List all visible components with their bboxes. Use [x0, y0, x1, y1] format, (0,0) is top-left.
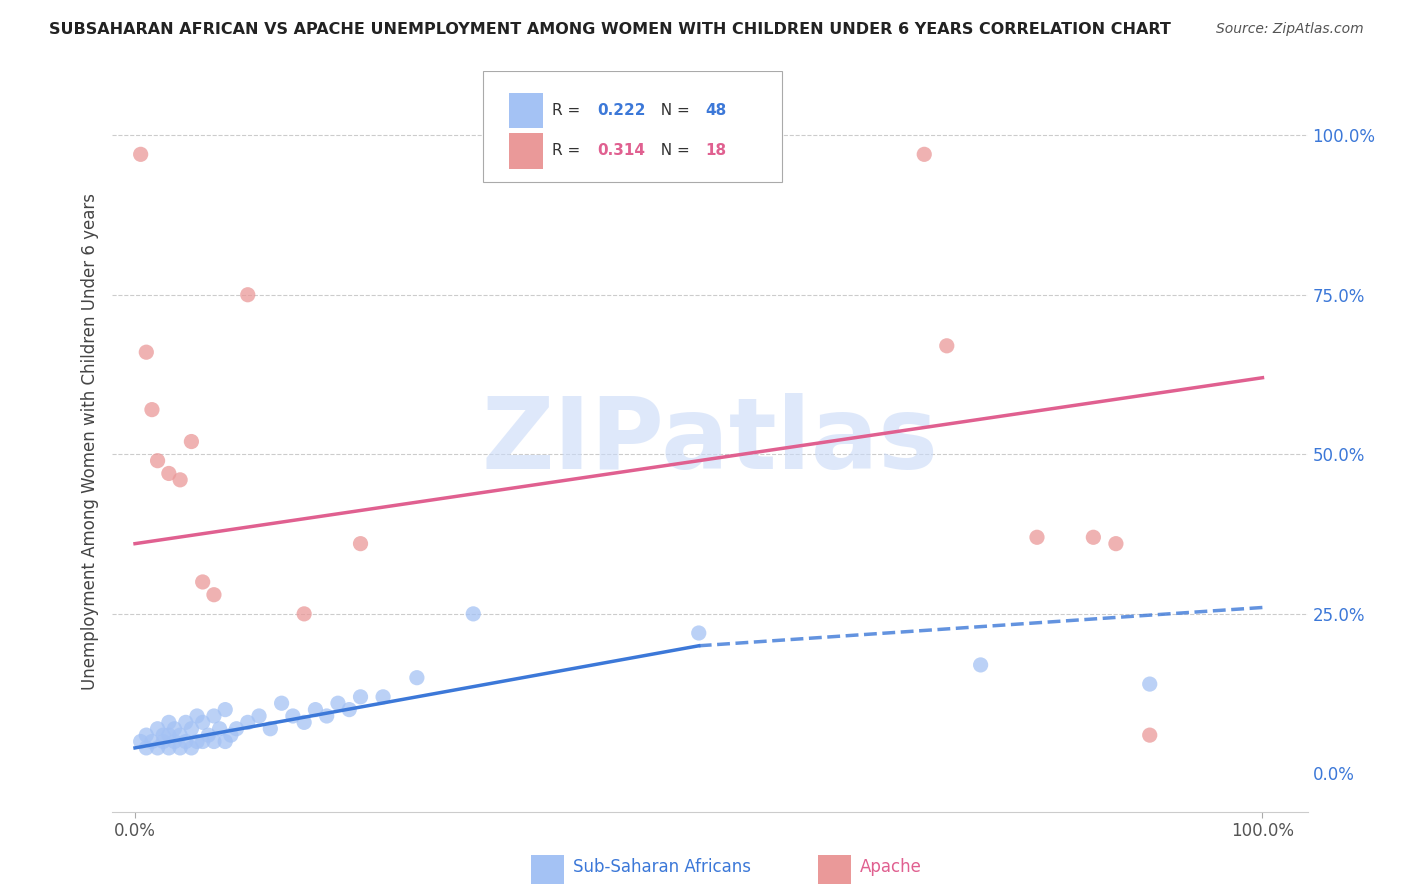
Point [214, 703, 236, 717]
Point [174, 734, 197, 748]
Point [337, 703, 360, 717]
Point [152, 734, 174, 748]
Text: Source: ZipAtlas.com: Source: ZipAtlas.com [1216, 22, 1364, 37]
Text: 18: 18 [706, 144, 727, 159]
Point [129, 734, 152, 748]
Point [1026, 530, 1049, 544]
Point [1083, 530, 1105, 544]
Point [202, 588, 225, 602]
Point [191, 734, 214, 748]
Point [208, 722, 231, 736]
Bar [531, 855, 564, 884]
Point [141, 402, 163, 417]
Point [225, 722, 247, 736]
Point [169, 728, 191, 742]
Text: N =: N = [651, 144, 695, 159]
Point [191, 715, 214, 730]
Point [349, 536, 371, 550]
Text: N =: N = [651, 103, 695, 118]
Point [214, 734, 236, 748]
Point [292, 607, 315, 621]
Y-axis label: Unemployment Among Women with Children Under 6 years: Unemployment Among Women with Children U… [80, 193, 98, 690]
Point [169, 473, 191, 487]
Point [146, 722, 169, 736]
Point [304, 703, 326, 717]
Point [186, 709, 208, 723]
Point [202, 709, 225, 723]
Point [169, 740, 191, 755]
Point [281, 709, 304, 723]
Point [371, 690, 394, 704]
Bar [818, 855, 851, 884]
Point [141, 734, 163, 748]
Point [135, 740, 157, 755]
Text: Sub-Saharan Africans: Sub-Saharan Africans [572, 858, 751, 876]
Text: 0.222: 0.222 [598, 103, 647, 118]
Text: R =: R = [553, 144, 585, 159]
Point [688, 626, 710, 640]
Point [1139, 677, 1161, 691]
Point [935, 339, 957, 353]
Point [191, 574, 214, 589]
Point [912, 147, 935, 161]
Point [197, 728, 219, 742]
Point [969, 657, 991, 672]
Point [1139, 728, 1161, 742]
Text: Apache: Apache [859, 858, 921, 876]
Point [157, 740, 180, 755]
Point [157, 728, 180, 742]
Bar [509, 133, 543, 169]
Point [247, 709, 270, 723]
Point [163, 722, 186, 736]
Point [157, 715, 180, 730]
Point [270, 696, 292, 710]
Point [292, 715, 315, 730]
Point [135, 728, 157, 742]
Point [406, 671, 429, 685]
Point [129, 147, 152, 161]
Point [146, 453, 169, 467]
Point [202, 734, 225, 748]
Point [315, 709, 337, 723]
Point [259, 722, 281, 736]
Point [152, 728, 174, 742]
FancyBboxPatch shape [484, 71, 782, 183]
Point [135, 345, 157, 359]
Point [163, 734, 186, 748]
Point [186, 734, 208, 748]
Point [1105, 536, 1128, 550]
Bar [509, 93, 543, 128]
Point [326, 696, 349, 710]
Text: R =: R = [553, 103, 585, 118]
Point [146, 740, 169, 755]
Point [349, 690, 371, 704]
Point [174, 715, 197, 730]
Point [236, 715, 259, 730]
Text: 0.314: 0.314 [598, 144, 645, 159]
Point [180, 740, 202, 755]
Text: SUBSAHARAN AFRICAN VS APACHE UNEMPLOYMENT AMONG WOMEN WITH CHILDREN UNDER 6 YEAR: SUBSAHARAN AFRICAN VS APACHE UNEMPLOYMEN… [49, 22, 1171, 37]
Point [180, 434, 202, 449]
Point [236, 287, 259, 301]
Point [463, 607, 485, 621]
Point [219, 728, 242, 742]
Point [157, 467, 180, 481]
Text: ZIPatlas: ZIPatlas [482, 393, 938, 490]
Text: 48: 48 [706, 103, 727, 118]
Point [180, 722, 202, 736]
